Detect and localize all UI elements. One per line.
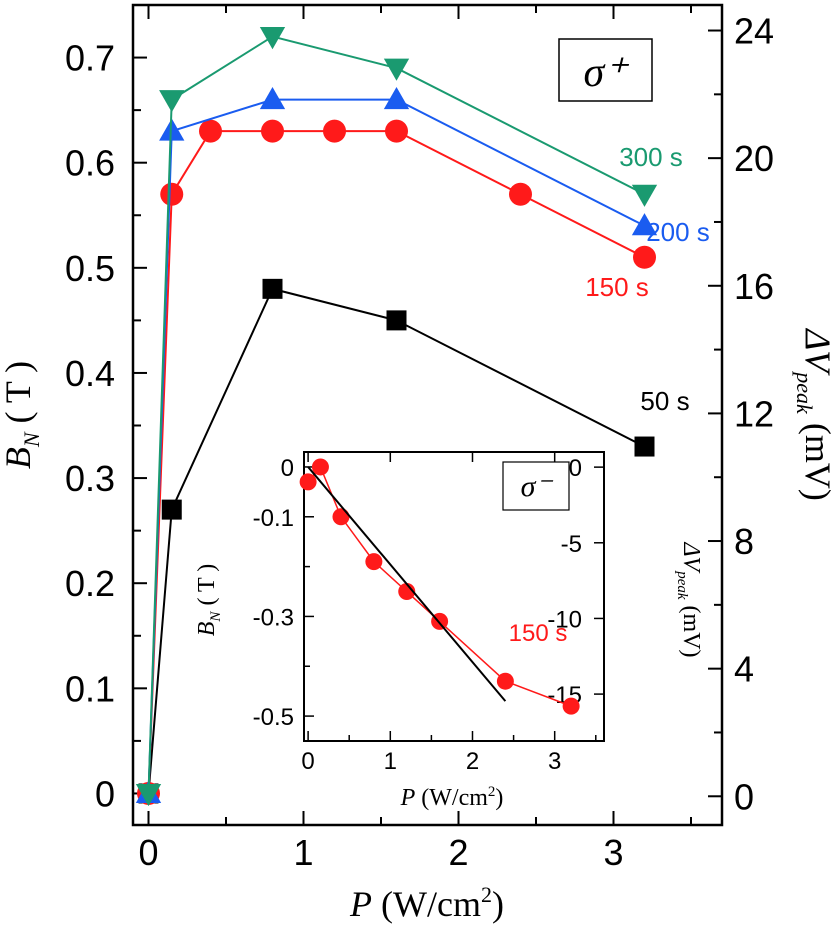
y2-tick-label: 8: [734, 521, 754, 562]
series-label: 150 s: [585, 272, 649, 302]
data-point: [323, 119, 346, 143]
y2-tick-label: 4: [734, 649, 754, 690]
data-point: [135, 783, 162, 807]
inset-data-point: [311, 458, 329, 476]
x-tick-label: 1: [293, 832, 313, 873]
y-tick-label: 0.4: [65, 353, 115, 394]
inset-y2-tick-label: 0: [569, 455, 582, 482]
data-point: [634, 436, 655, 457]
series-label: 200 s: [646, 217, 710, 247]
y-axis-label: BN ( T ): [0, 361, 44, 469]
inset-data-point: [365, 553, 383, 571]
inset-plot: 0 1 2 30-0.1-0.3-0.50-5-10-15P (W/cm2)BN ( …: [194, 451, 704, 811]
sigma-plus-box: [558, 38, 653, 102]
inset-data-point: [398, 583, 416, 601]
series-line: [147, 130, 645, 794]
series-label: 50 s: [640, 386, 689, 416]
data-point: [262, 278, 283, 299]
data-point: [159, 118, 185, 141]
data-point: [631, 213, 658, 236]
inset-x-axis-label: P (W/cm2): [400, 784, 504, 811]
sigma-minus-box: [502, 461, 570, 511]
y2-axis-label: ΔVpeak (mV): [792, 327, 832, 501]
data-point: [159, 90, 185, 113]
inset-data-point: [562, 697, 580, 715]
data-point: [385, 119, 408, 143]
inset-x-tick-label: 2: [466, 748, 479, 775]
data-point: [633, 245, 656, 269]
y2-tick-label: 16: [734, 266, 774, 307]
inset-y2-tick-label: -5: [561, 531, 582, 558]
inset-y2-tick-label: -10: [547, 606, 582, 633]
inset-series-150s: 150 s: [299, 458, 580, 715]
data-point: [383, 86, 410, 110]
inset-y-tick-label: 0: [281, 455, 294, 482]
data-point: [383, 58, 410, 81]
inset-y-tick-label: -0.5: [253, 704, 294, 731]
y-tick-label: 0.6: [65, 143, 115, 184]
data-point: [259, 86, 286, 110]
series-150s: 150 s: [137, 119, 656, 805]
x-axis-label: P (W/cm2): [349, 882, 504, 924]
data-point: [631, 184, 658, 207]
inset-data-point: [299, 473, 317, 491]
data-point: [199, 119, 222, 143]
inset-data-point: [332, 508, 350, 526]
data-point: [509, 182, 532, 206]
y-tick-label: 0.3: [65, 458, 115, 499]
y2-tick-label: 24: [734, 11, 774, 52]
plot-frame: [131, 3, 724, 827]
y-tick-label: 0.5: [65, 248, 115, 289]
inset-y-tick-label: -0.3: [253, 604, 294, 631]
inset-fit-line: [307, 466, 507, 702]
inset-series-line: [307, 465, 572, 707]
sigma-minus-label: σ⁻: [521, 470, 554, 503]
y-tick-label: 0: [95, 773, 115, 814]
data-point: [160, 182, 184, 206]
x-tick-label: 3: [603, 832, 623, 873]
y2-tick-label: 0: [734, 776, 754, 817]
y-tick-label: 0.7: [65, 38, 115, 79]
y-tick-label: 0.1: [65, 668, 115, 709]
data-point: [161, 499, 182, 520]
series-label: 300 s: [619, 142, 683, 172]
x-tick-label: 2: [448, 832, 468, 873]
inset-x-tick-label: 3: [548, 748, 561, 775]
inset-y-axis-label: BN ( T ): [194, 564, 224, 636]
y2-tick-label: 20: [734, 138, 774, 179]
y2-tick-label: 12: [734, 393, 774, 434]
inset-data-point: [496, 672, 514, 690]
data-point: [259, 27, 286, 50]
inset-x-tick-label: 0: [301, 748, 314, 775]
y-tick-label: 0.2: [65, 563, 115, 604]
inset-series-label: 150 s: [509, 620, 568, 647]
inset-y2-axis-label: ΔVpeak (mV): [674, 541, 704, 657]
sigma-plus-label: σ⁺: [584, 50, 630, 96]
x-tick-label: 0: [138, 832, 158, 873]
data-point: [261, 119, 284, 143]
inset-x-tick-label: 1: [384, 748, 397, 775]
data-point: [386, 310, 407, 331]
inset-y-tick-label: -0.1: [253, 505, 294, 532]
series-300s: 300 s: [135, 27, 683, 807]
